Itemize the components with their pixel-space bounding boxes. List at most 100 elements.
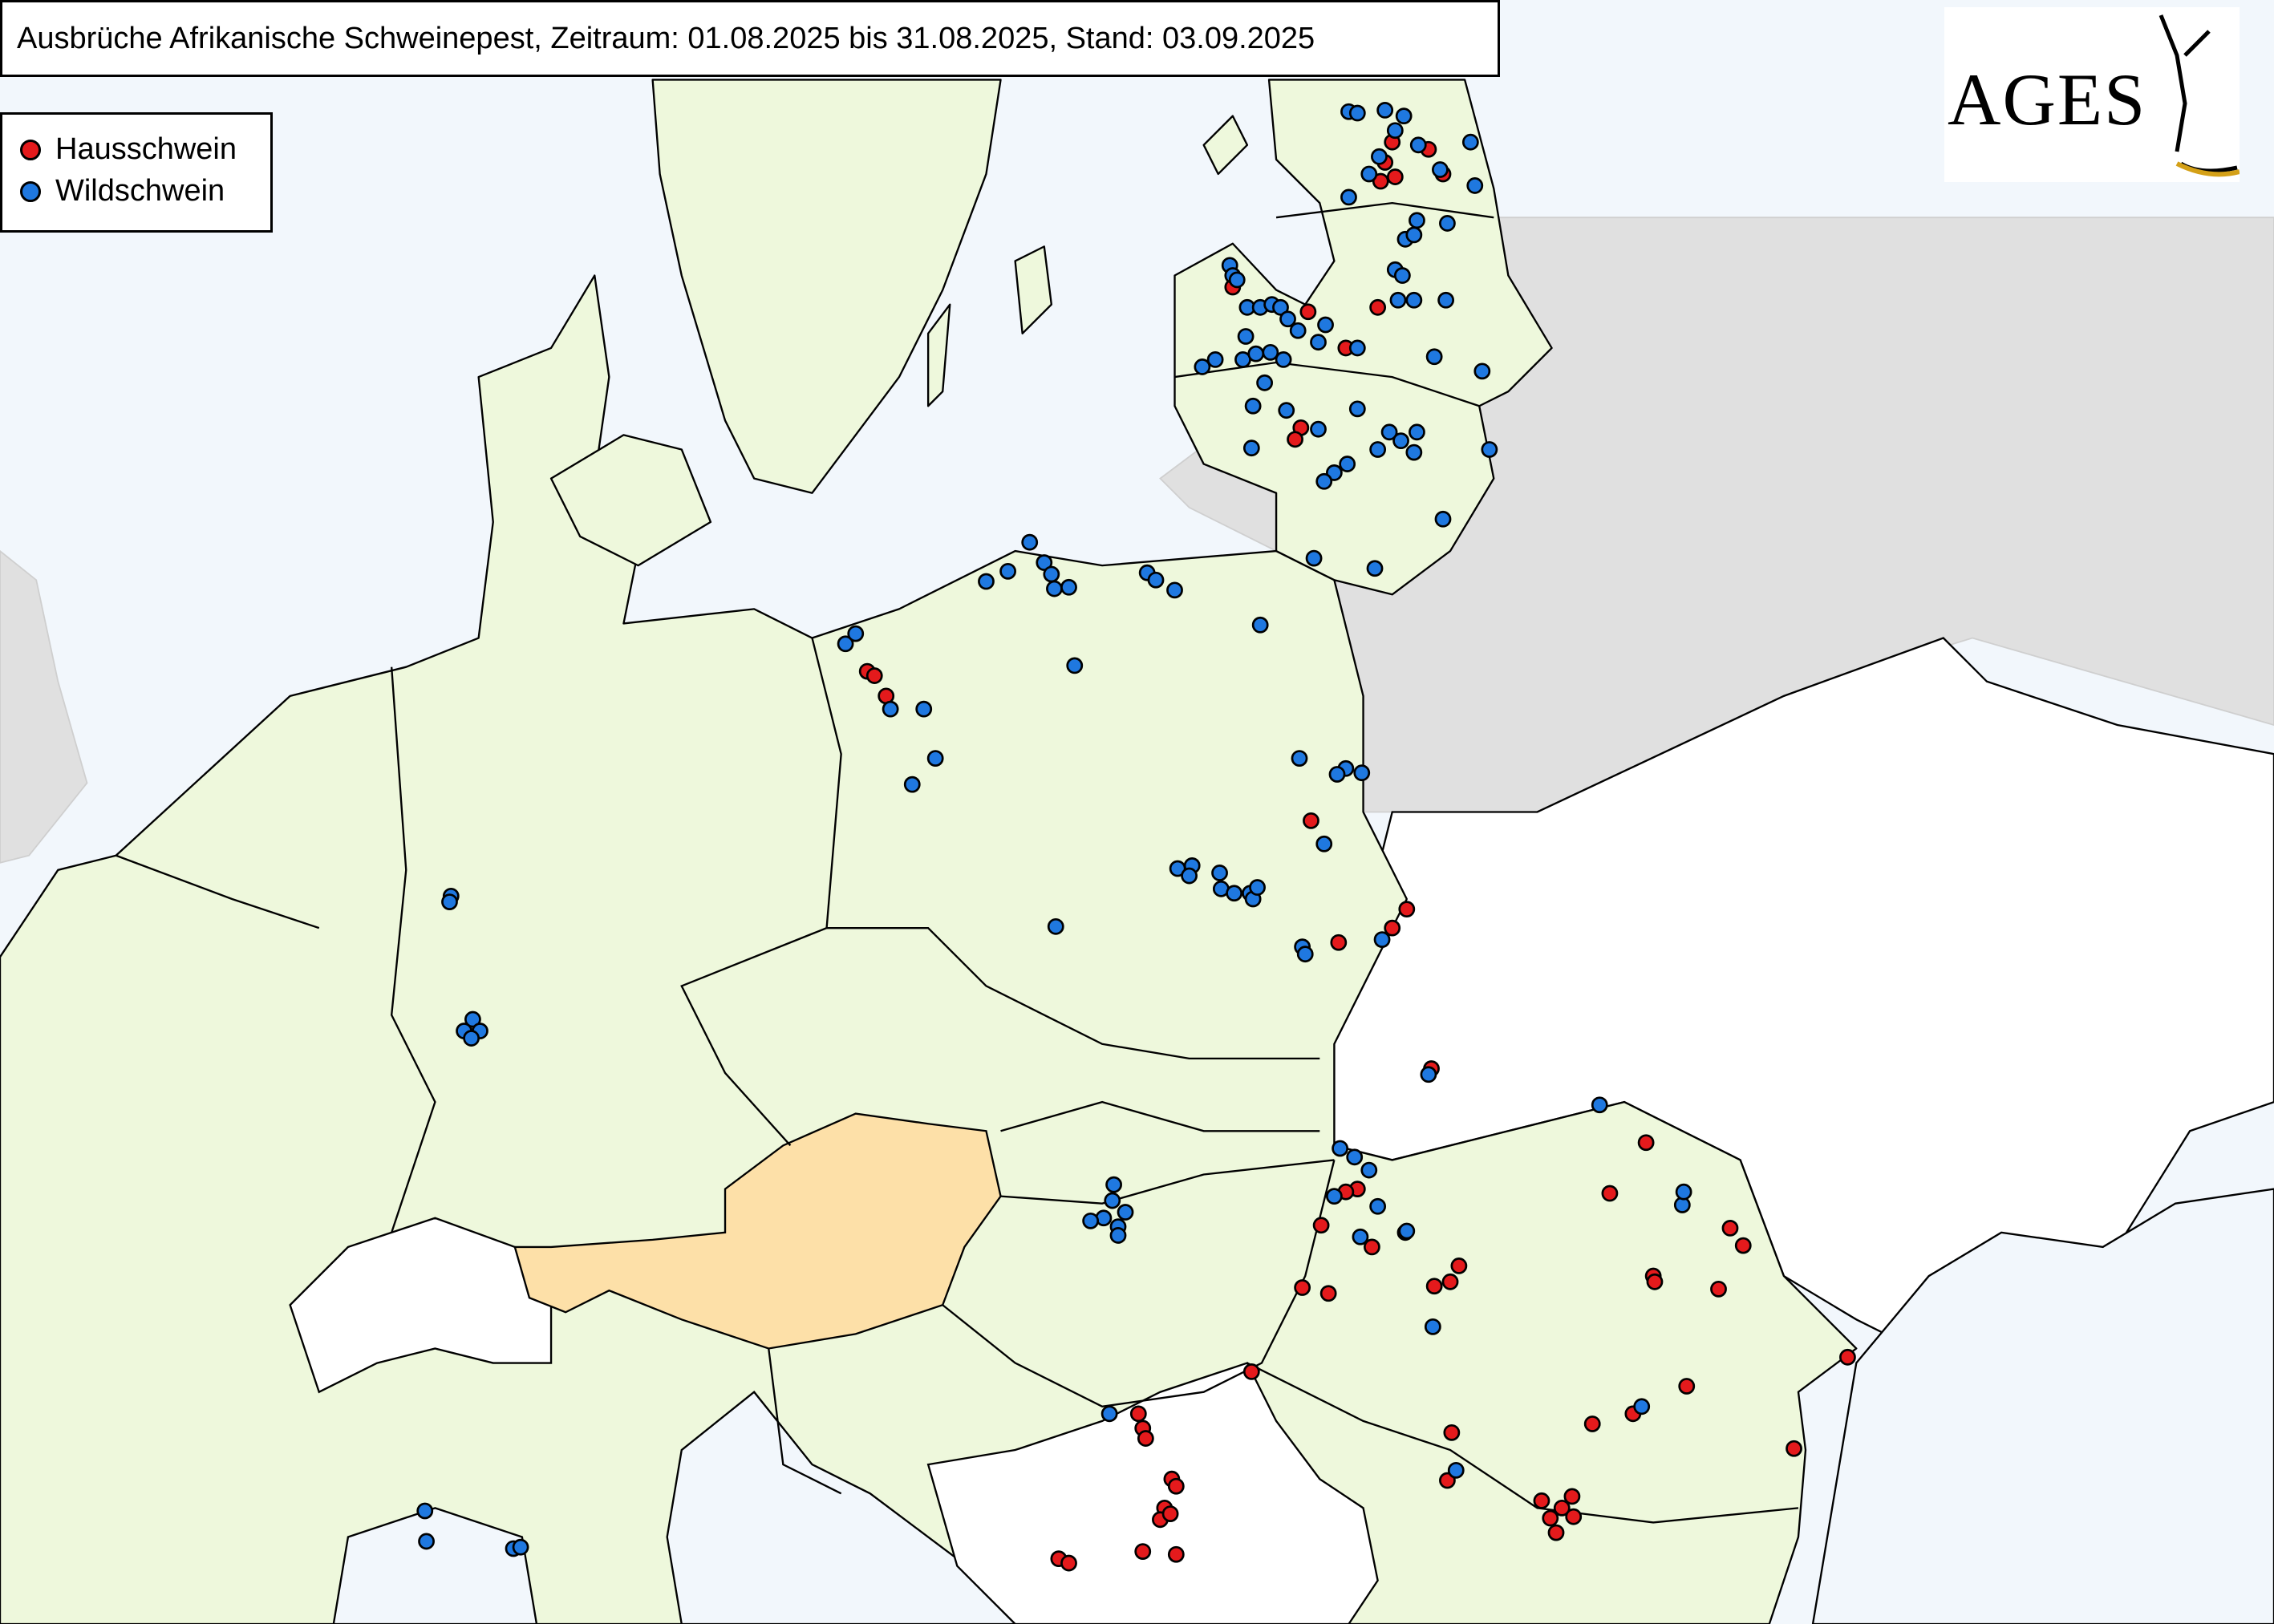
outbreak-wild: [1405, 291, 1423, 309]
outbreak-domestic: [1542, 1509, 1559, 1527]
outbreak-wild: [1393, 267, 1411, 284]
outbreak-domestic: [1137, 1430, 1154, 1447]
outbreak-wild: [847, 625, 865, 642]
outbreak-wild: [1296, 946, 1314, 963]
outbreak-wild: [1481, 441, 1498, 458]
outbreak-wild: [1420, 1066, 1437, 1083]
border-region: [116, 854, 320, 929]
outbreak-domestic: [1839, 1348, 1856, 1366]
outbreak-domestic: [1384, 919, 1401, 937]
outbreak-wild: [1425, 348, 1443, 366]
logo-figure-line: [2158, 14, 2238, 173]
outbreak-domestic: [1060, 1554, 1077, 1572]
legend-label: Hausschwein: [55, 132, 237, 166]
logo: AGES: [1944, 7, 2240, 182]
outbreak-wild: [1036, 554, 1053, 571]
outbreak-domestic: [1312, 1217, 1330, 1234]
outbreak-wild: [1371, 148, 1388, 165]
outbreak-domestic: [1398, 901, 1416, 918]
outbreak-wild: [1439, 215, 1456, 232]
outbreak-wild: [1256, 374, 1274, 391]
outbreak-wild: [1043, 565, 1060, 583]
outbreak-wild: [1021, 533, 1039, 551]
border-region: [826, 926, 1320, 1060]
outbreak-wild: [1376, 102, 1394, 119]
outbreak-wild: [1291, 750, 1308, 767]
outbreak-wild: [1389, 291, 1407, 309]
outbreak-wild: [1395, 107, 1413, 125]
outbreak-wild: [837, 635, 854, 653]
outbreak-wild: [416, 1502, 434, 1520]
outbreak-wild: [1047, 917, 1064, 935]
border-region: [1275, 201, 1494, 219]
sea-region: [1811, 1188, 2274, 1624]
outbreak-wild: [1228, 271, 1246, 289]
outbreak-domestic: [1299, 303, 1317, 321]
outbreak-wild: [1352, 1228, 1369, 1245]
legend-label: Wildschwein: [55, 174, 225, 208]
legend-item: Wildschwein: [20, 174, 225, 209]
outbreak-wild: [1226, 885, 1243, 902]
outbreak-wild: [1386, 122, 1404, 140]
outbreak-domestic: [1386, 168, 1404, 185]
outbreak-wild: [1046, 580, 1063, 597]
outbreak-domestic: [865, 667, 883, 684]
outbreak-wild: [1237, 328, 1255, 345]
outbreak-wild: [1392, 432, 1409, 450]
outbreak-wild: [1424, 1318, 1441, 1335]
outbreak-wild: [1166, 581, 1183, 599]
border-region: [1000, 1100, 1320, 1132]
outbreak-wild: [1310, 334, 1327, 351]
outbreak-wild: [463, 1030, 480, 1047]
border-region: [1174, 361, 1480, 407]
outbreak-wild: [1353, 764, 1371, 782]
outbreak-wild: [1346, 1148, 1364, 1166]
outbreak-wild: [1105, 1176, 1122, 1193]
logo-swoosh: [2175, 161, 2240, 177]
outbreak-wild: [1360, 1161, 1378, 1179]
outbreak-domestic: [1786, 1440, 1802, 1457]
outbreak-domestic: [1637, 1134, 1655, 1152]
outbreak-wild: [1328, 766, 1346, 783]
legend: Hausschwein Wildschwein: [0, 112, 273, 233]
outbreak-wild: [464, 1010, 481, 1028]
outbreak-wild: [999, 562, 1016, 580]
outbreak-domestic: [1372, 172, 1389, 190]
white-region: [926, 1362, 1379, 1624]
outbreak-wild: [441, 893, 458, 910]
map-title: Ausbrüche Afrikanische Schweinepest, Zei…: [0, 0, 1500, 77]
outbreak-domestic: [1161, 1505, 1179, 1522]
outbreak-wild: [1431, 161, 1449, 178]
land-region: [651, 79, 1002, 494]
border-region: [768, 1348, 842, 1495]
outbreak-domestic: [1364, 1238, 1380, 1256]
outbreak-domestic: [1167, 1545, 1185, 1563]
border-region: [942, 1160, 1336, 1408]
outbreak-wild: [1461, 133, 1479, 151]
outbreak-wild: [1369, 1197, 1387, 1215]
outbreak-domestic: [1425, 1278, 1443, 1295]
land-region: [1202, 115, 1249, 176]
outbreak-wild: [1101, 1405, 1118, 1423]
outbreak-wild: [1104, 1192, 1121, 1209]
outbreak-domestic: [1450, 1257, 1468, 1274]
outbreak-wild: [1242, 439, 1260, 457]
outbreak-wild: [1082, 1212, 1100, 1229]
outbreak-wild: [1315, 835, 1333, 852]
outbreak-wild: [1262, 343, 1279, 361]
outbreak-wild: [512, 1538, 529, 1556]
legend-swatch: [20, 180, 41, 202]
outbreak-wild: [1117, 1204, 1134, 1221]
outbreak-wild: [1325, 1188, 1343, 1205]
outbreak-wild: [1332, 1140, 1349, 1157]
outbreak-wild: [1066, 657, 1084, 674]
border-region: [1246, 1362, 1799, 1524]
outbreak-wild: [1348, 104, 1366, 122]
outbreak-wild: [1244, 397, 1262, 415]
white-region: [289, 1217, 553, 1394]
outbreak-wild: [1340, 188, 1357, 206]
outbreak-wild: [1380, 423, 1398, 441]
outbreak-wild: [1181, 867, 1198, 885]
